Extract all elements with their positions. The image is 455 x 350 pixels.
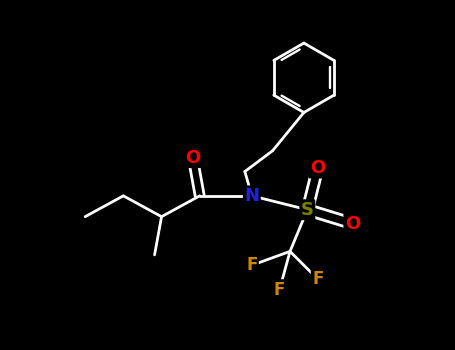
Text: S: S [301,201,314,219]
Text: O: O [310,159,325,177]
Text: F: F [274,281,285,299]
Text: F: F [312,270,324,288]
Text: O: O [345,215,360,233]
Text: O: O [185,149,200,167]
Text: N: N [244,187,259,205]
Text: F: F [246,256,258,274]
